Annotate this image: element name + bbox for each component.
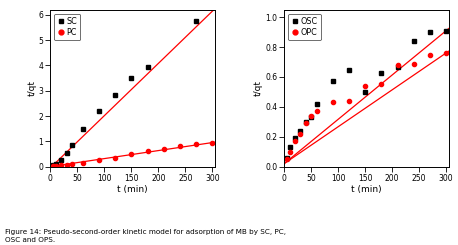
Legend: OSC, OPC: OSC, OPC (288, 14, 321, 40)
X-axis label: t (min): t (min) (351, 185, 382, 194)
X-axis label: t (min): t (min) (117, 185, 148, 194)
Y-axis label: t/qt: t/qt (27, 80, 37, 96)
Y-axis label: t/qt: t/qt (254, 80, 263, 96)
Text: Figure 14: Pseudo-second-order kinetic model for adsorption of MB by SC, PC,
OSC: Figure 14: Pseudo-second-order kinetic m… (5, 229, 286, 243)
Legend: SC, PC: SC, PC (55, 14, 81, 40)
